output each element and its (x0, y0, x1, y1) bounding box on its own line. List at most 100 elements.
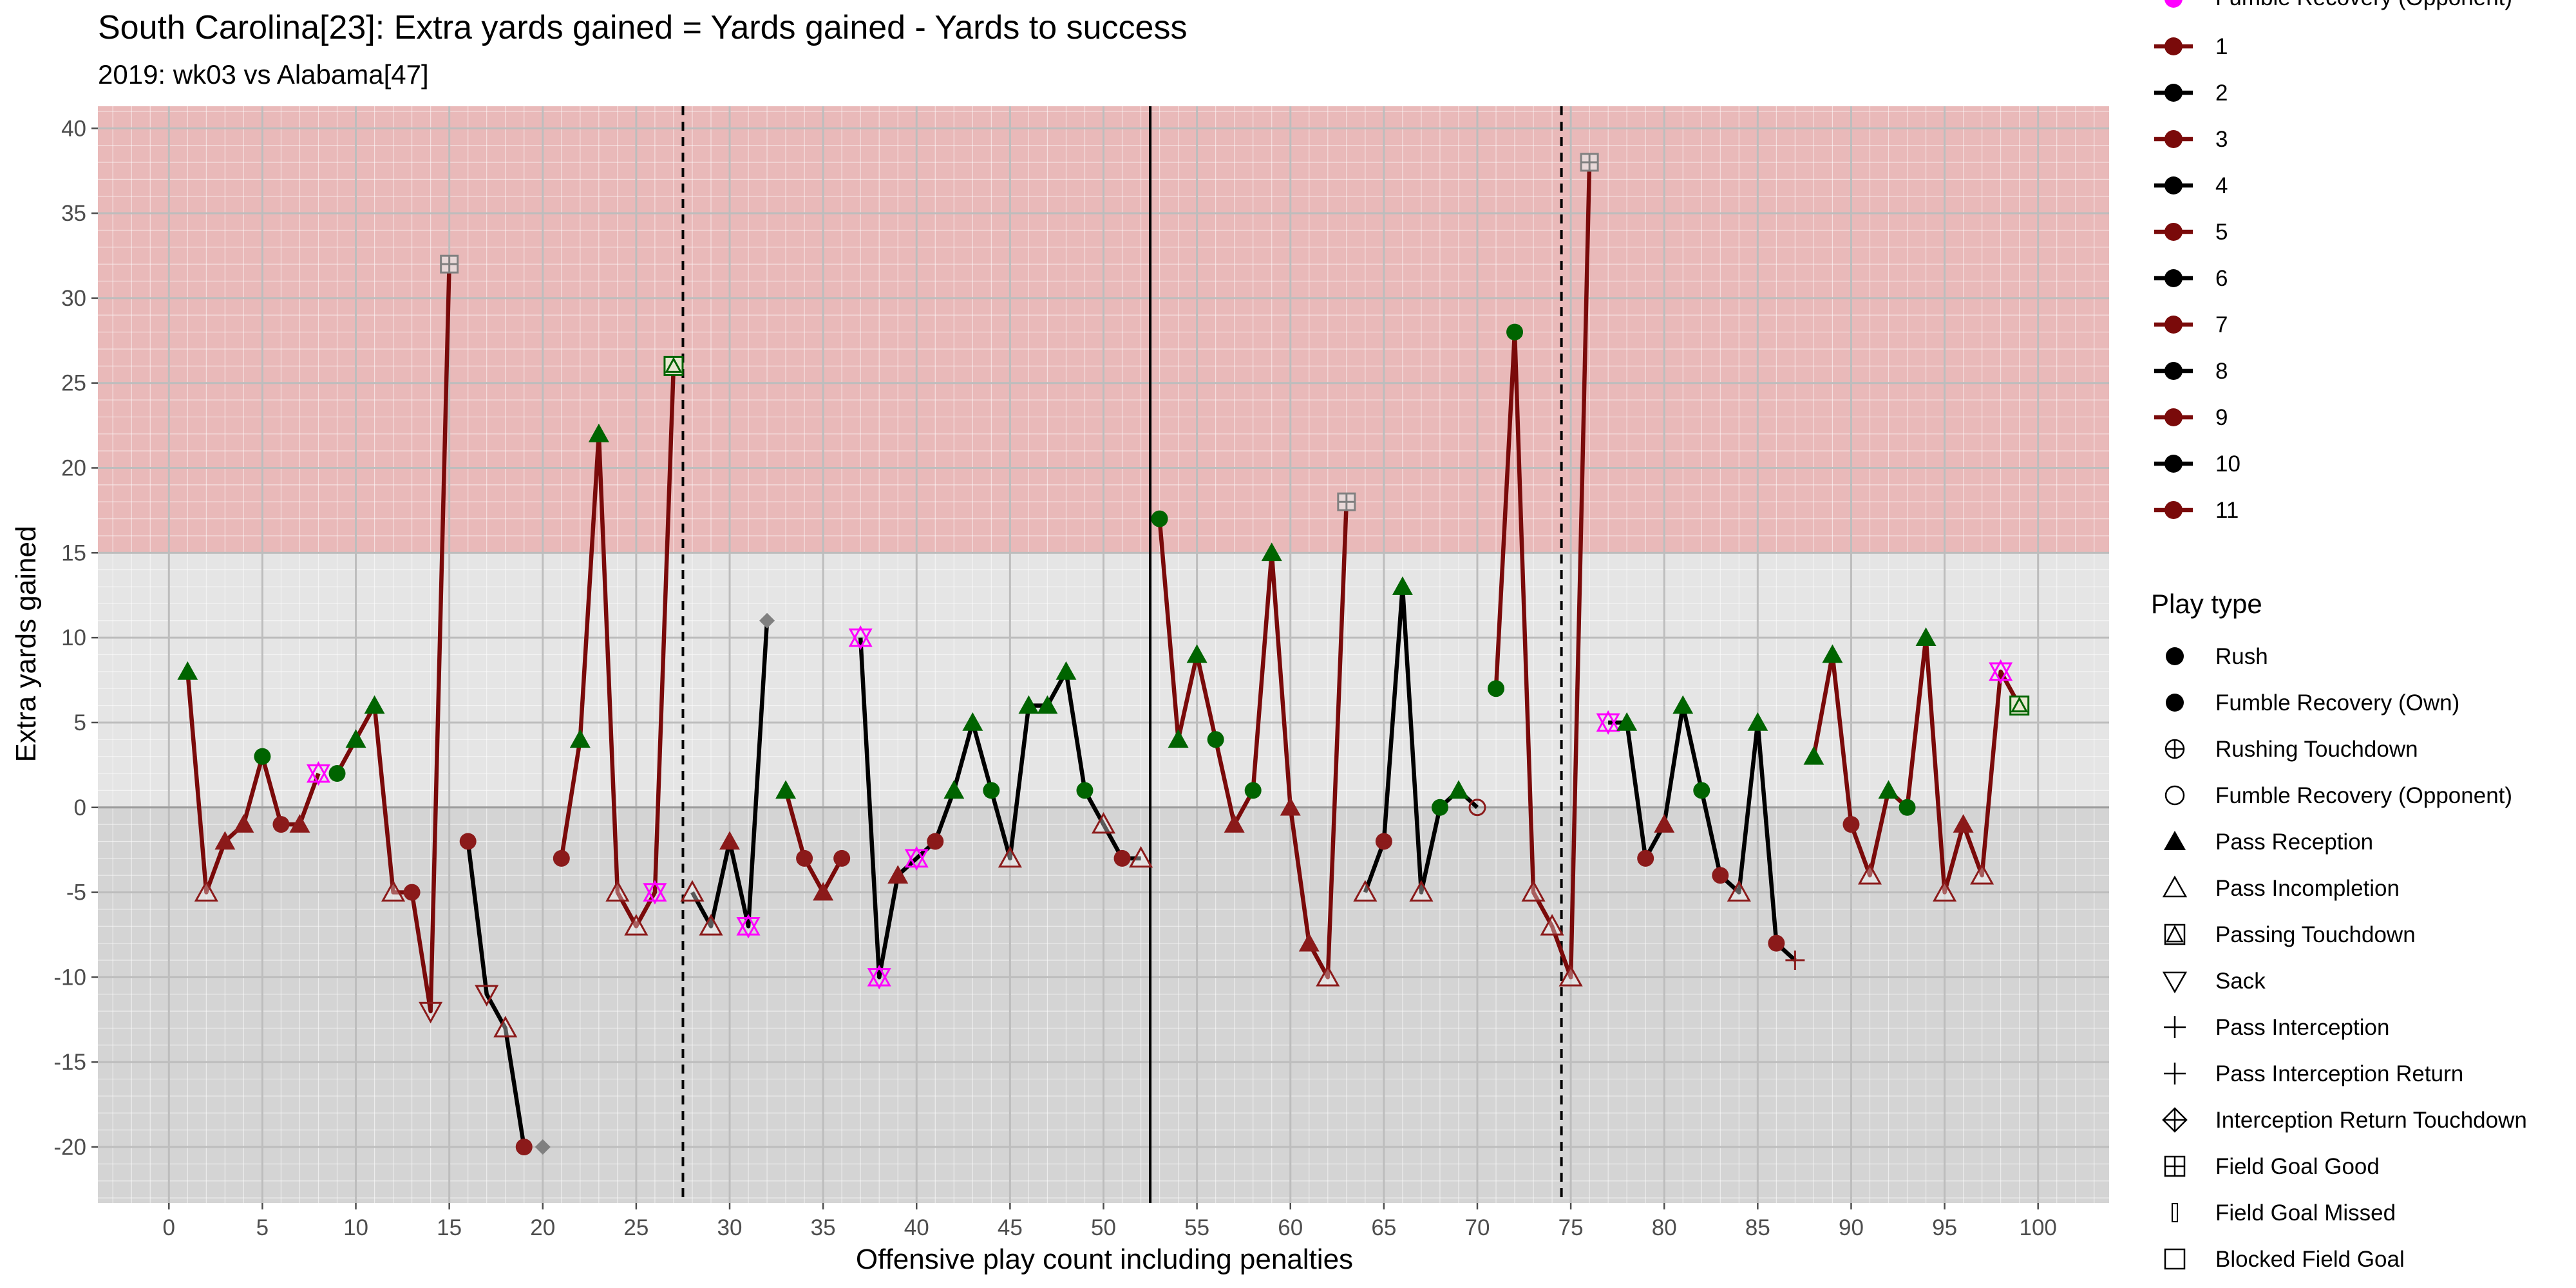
legend-play-type-9 (2164, 1063, 2186, 1084)
x-tick-label: 75 (1558, 1215, 1584, 1240)
y-tick-label: 5 (74, 710, 86, 735)
legend-drive-key-marker (2164, 130, 2183, 148)
play-marker (177, 661, 198, 680)
play-marker (1540, 914, 1564, 936)
drive-3-line (466, 841, 526, 1148)
play-marker (306, 761, 331, 786)
legend-drive-label: 11 (2215, 498, 2239, 523)
play-marker (1521, 880, 1546, 902)
play-marker (1168, 729, 1189, 748)
play-marker (233, 814, 254, 833)
y-tick-label: -20 (53, 1135, 86, 1160)
play-marker (254, 748, 271, 765)
play-marker (553, 849, 570, 867)
y-tick-label: 35 (61, 201, 86, 226)
x-tick-label: 70 (1465, 1215, 1490, 1240)
y-tick-label: 15 (61, 540, 86, 565)
play-marker (403, 884, 421, 901)
legend-play-type-label: Pass Interception (2215, 1015, 2389, 1040)
legend-play-type-label: Blocked Field Goal (2215, 1247, 2405, 1272)
play-marker (1878, 780, 1899, 799)
x-tick-label: 60 (1278, 1215, 1303, 1240)
legend-play-type-label: Pass Interception Return (2215, 1061, 2463, 1086)
legend-drive-key-marker (2164, 269, 2183, 287)
play-marker (1091, 812, 1116, 834)
legend-play-type-label: Rush (2215, 644, 2268, 669)
play-marker (1693, 782, 1710, 799)
play-marker (1857, 863, 1882, 885)
play-marker (1727, 880, 1751, 902)
play-marker (493, 1016, 518, 1037)
play-marker (1803, 746, 1824, 765)
play-marker (1822, 644, 1843, 663)
play-marker (1113, 849, 1131, 867)
play-marker (1558, 965, 1583, 987)
play-marker (867, 965, 891, 990)
legend: Fumble Recovery (Opponent) 1 2 3 4 5 6 7 8 9 10 11 P… (2151, 0, 2527, 1272)
legend-drive-label: 3 (2215, 127, 2228, 152)
legend-drive-key-marker (2164, 408, 2183, 426)
play-marker (475, 985, 499, 1007)
play-marker (1316, 965, 1340, 987)
x-tick-label: 50 (1091, 1215, 1116, 1240)
play-marker (1018, 695, 1039, 714)
play-marker (1298, 933, 1320, 952)
play-marker (719, 831, 741, 850)
x-tick-label: 5 (256, 1215, 269, 1240)
play-marker (569, 729, 591, 748)
play-marker (1747, 712, 1768, 731)
legend-play-type-2 (2164, 739, 2185, 759)
play-marker (1186, 644, 1208, 663)
play-marker (1151, 510, 1168, 527)
play-marker (1244, 782, 1262, 799)
legend-play-type-11 (2164, 1155, 2186, 1177)
legend-play-type-label: Sack (2215, 969, 2266, 994)
legend-play-type-5 (2162, 875, 2188, 898)
legend-drive-label: 8 (2215, 359, 2228, 384)
square-open-icon (2164, 1248, 2186, 1270)
play-marker (1989, 659, 2013, 684)
x-tick-label: 55 (1184, 1215, 1209, 1240)
legend-drive-label: 1 (2215, 34, 2228, 59)
legend-drive-key-marker (2164, 316, 2183, 334)
play-marker (1712, 867, 1729, 884)
play-marker (1375, 833, 1392, 850)
play-marker (1842, 816, 1860, 833)
x-tick-label: 30 (717, 1215, 743, 1240)
legend-play-type-label: Fumble Recovery (Opponent) (2215, 783, 2512, 808)
plot-panel (98, 106, 2109, 1203)
play-marker (515, 1139, 533, 1156)
circle-open-icon (2164, 785, 2185, 806)
play-marker (663, 355, 684, 376)
play-marker (1899, 799, 1916, 816)
legend-play-type-label: Field Goal Good (2215, 1154, 2380, 1179)
chart-subtitle: 2019: wk03 vs Alabama[47] (98, 59, 429, 90)
circle-icon (2166, 647, 2184, 665)
chart-title: South Carolina[23]: Extra yards gained =… (98, 9, 1187, 46)
play-marker (1785, 951, 1805, 971)
x-tick-label: 45 (998, 1215, 1023, 1240)
play-marker (1915, 627, 1937, 646)
play-marker (1037, 695, 1058, 714)
legend-play-type-1 (2166, 694, 2184, 712)
x-tick-label: 0 (163, 1215, 175, 1240)
play-marker (588, 423, 609, 442)
play-marker (535, 1139, 551, 1155)
play-marker (887, 865, 909, 884)
drive-12-line (1812, 635, 2022, 895)
x-tick-label: 95 (1932, 1215, 1957, 1240)
play-marker (1392, 576, 1413, 595)
play-marker (272, 816, 290, 833)
legend-play-type-label: Interception Return Touchdown (2215, 1108, 2527, 1133)
triangle-open-icon (2162, 875, 2188, 898)
legend-play-type-6 (2164, 923, 2186, 945)
legend-play-type-label: Passing Touchdown (2215, 922, 2416, 947)
play-marker (214, 831, 236, 850)
play-marker (736, 914, 761, 939)
legend-play-type-13 (2164, 1248, 2186, 1270)
play-marker (1448, 780, 1469, 799)
legend-play-type-3 (2164, 785, 2185, 806)
legend-drive-label: 10 (2215, 451, 2240, 477)
legend-play-type-4 (2164, 831, 2186, 850)
